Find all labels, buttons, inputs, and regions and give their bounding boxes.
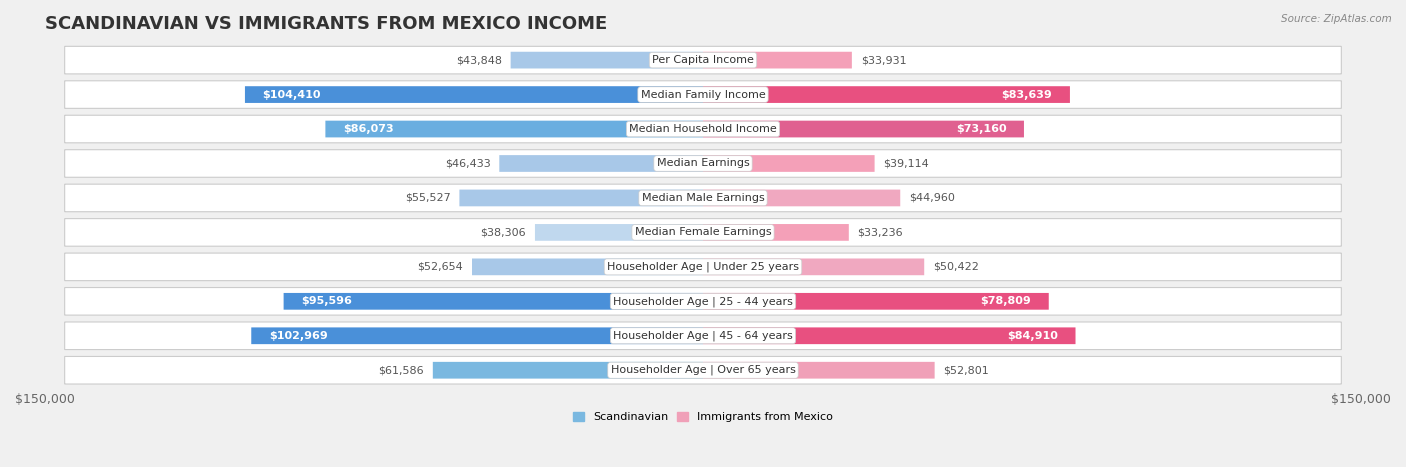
Text: $83,639: $83,639 <box>1001 90 1052 99</box>
FancyBboxPatch shape <box>703 120 1024 137</box>
FancyBboxPatch shape <box>703 293 1049 310</box>
FancyBboxPatch shape <box>703 52 852 69</box>
FancyBboxPatch shape <box>499 155 703 172</box>
Text: $61,586: $61,586 <box>378 365 425 375</box>
FancyBboxPatch shape <box>65 150 1341 177</box>
Text: $38,306: $38,306 <box>481 227 526 237</box>
Text: Per Capita Income: Per Capita Income <box>652 55 754 65</box>
FancyBboxPatch shape <box>65 184 1341 212</box>
Text: $84,910: $84,910 <box>1007 331 1057 341</box>
Text: SCANDINAVIAN VS IMMIGRANTS FROM MEXICO INCOME: SCANDINAVIAN VS IMMIGRANTS FROM MEXICO I… <box>45 15 607 33</box>
FancyBboxPatch shape <box>65 322 1341 350</box>
FancyBboxPatch shape <box>65 356 1341 384</box>
Text: $95,596: $95,596 <box>301 297 352 306</box>
FancyBboxPatch shape <box>252 327 703 344</box>
Text: $78,809: $78,809 <box>980 297 1031 306</box>
Text: $102,969: $102,969 <box>269 331 328 341</box>
Text: $44,960: $44,960 <box>910 193 955 203</box>
FancyBboxPatch shape <box>703 259 924 275</box>
Text: $52,801: $52,801 <box>943 365 990 375</box>
FancyBboxPatch shape <box>703 224 849 241</box>
Text: $50,422: $50,422 <box>934 262 979 272</box>
FancyBboxPatch shape <box>65 115 1341 143</box>
Text: Median Household Income: Median Household Income <box>628 124 778 134</box>
FancyBboxPatch shape <box>65 253 1341 281</box>
Text: $43,848: $43,848 <box>456 55 502 65</box>
FancyBboxPatch shape <box>703 86 1070 103</box>
FancyBboxPatch shape <box>433 362 703 379</box>
Text: $73,160: $73,160 <box>956 124 1007 134</box>
Text: $39,114: $39,114 <box>883 158 929 169</box>
FancyBboxPatch shape <box>325 120 703 137</box>
Text: $33,236: $33,236 <box>858 227 903 237</box>
FancyBboxPatch shape <box>65 219 1341 246</box>
Text: $86,073: $86,073 <box>343 124 394 134</box>
Text: Householder Age | 45 - 64 years: Householder Age | 45 - 64 years <box>613 331 793 341</box>
Text: Householder Age | Over 65 years: Householder Age | Over 65 years <box>610 365 796 375</box>
Text: Householder Age | Under 25 years: Householder Age | Under 25 years <box>607 262 799 272</box>
FancyBboxPatch shape <box>703 190 900 206</box>
Text: Householder Age | 25 - 44 years: Householder Age | 25 - 44 years <box>613 296 793 306</box>
Text: Median Earnings: Median Earnings <box>657 158 749 169</box>
Text: $104,410: $104,410 <box>263 90 321 99</box>
Text: $33,931: $33,931 <box>860 55 907 65</box>
Text: $46,433: $46,433 <box>444 158 491 169</box>
FancyBboxPatch shape <box>534 224 703 241</box>
FancyBboxPatch shape <box>472 259 703 275</box>
FancyBboxPatch shape <box>65 81 1341 108</box>
FancyBboxPatch shape <box>460 190 703 206</box>
Text: Median Male Earnings: Median Male Earnings <box>641 193 765 203</box>
FancyBboxPatch shape <box>245 86 703 103</box>
FancyBboxPatch shape <box>703 362 935 379</box>
FancyBboxPatch shape <box>703 155 875 172</box>
Text: Median Female Earnings: Median Female Earnings <box>634 227 772 237</box>
Text: Source: ZipAtlas.com: Source: ZipAtlas.com <box>1281 14 1392 24</box>
FancyBboxPatch shape <box>703 327 1076 344</box>
Text: Median Family Income: Median Family Income <box>641 90 765 99</box>
FancyBboxPatch shape <box>284 293 703 310</box>
Text: $55,527: $55,527 <box>405 193 451 203</box>
FancyBboxPatch shape <box>65 46 1341 74</box>
FancyBboxPatch shape <box>65 288 1341 315</box>
Text: $52,654: $52,654 <box>418 262 463 272</box>
FancyBboxPatch shape <box>510 52 703 69</box>
Legend: Scandinavian, Immigrants from Mexico: Scandinavian, Immigrants from Mexico <box>568 407 838 427</box>
